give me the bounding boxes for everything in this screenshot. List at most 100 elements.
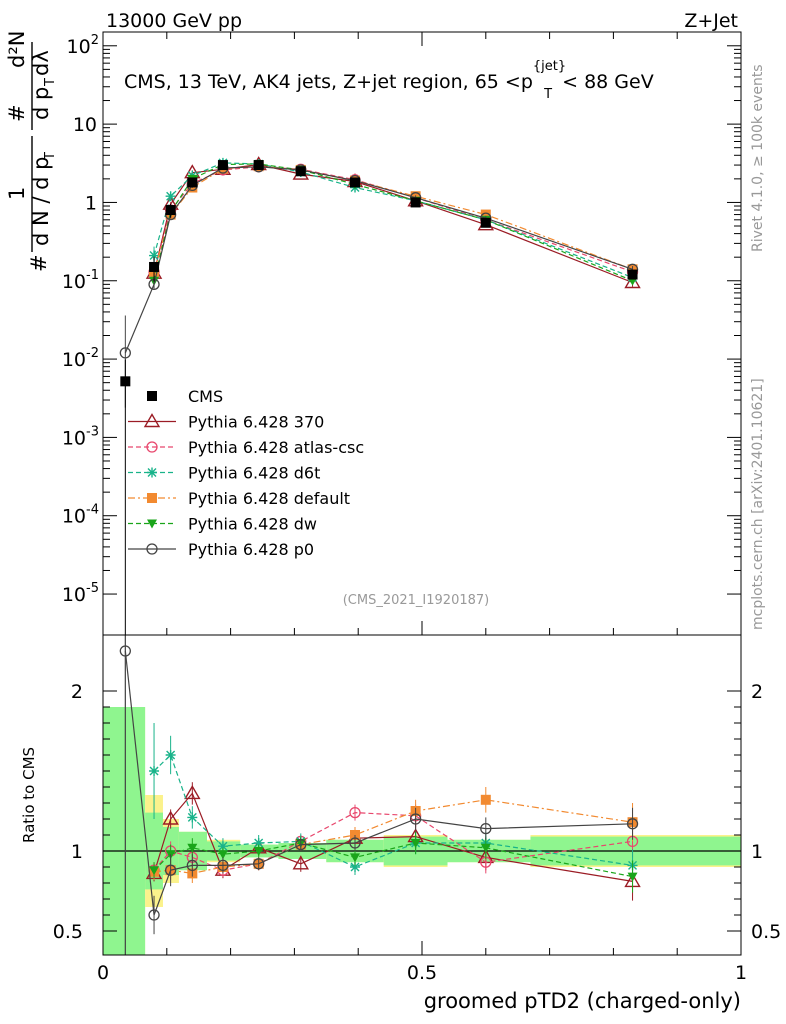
title-subscript: T <box>543 87 552 102</box>
main-series-line <box>153 166 633 273</box>
cms-data-point <box>149 261 160 272</box>
ratio-series-line <box>124 650 633 916</box>
ratio-series-line <box>153 753 633 868</box>
y-tick-base: 10 <box>62 349 86 371</box>
cms-data-point <box>350 177 361 188</box>
main-series-line <box>124 166 633 354</box>
y-tick-exponent: -2 <box>86 346 99 361</box>
y-label-one: 1 <box>5 187 29 200</box>
ratio-point <box>349 837 361 849</box>
legend-label: Pythia 6.428 p0 <box>188 540 314 559</box>
ratio-y-tick-label-right: 2 <box>751 681 763 703</box>
legend-marker <box>147 519 157 529</box>
y-tick-label: 10-1 <box>62 268 99 293</box>
main-point <box>119 347 131 359</box>
legend-label: Pythia 6.428 370 <box>188 413 324 432</box>
y-label-den1-sub: T <box>43 152 58 161</box>
ratio-y-tick-label: 0.5 <box>53 921 83 943</box>
y-tick-base: 10 <box>62 271 86 293</box>
ratio-series-layer <box>119 635 641 955</box>
y-tick-base: 1 <box>85 192 97 214</box>
main-series-line <box>153 165 633 273</box>
x-tick-label: 0.5 <box>407 962 437 984</box>
y-tick-label: 10 <box>73 114 97 136</box>
ratio-y-tick-label-right: 0.5 <box>751 921 781 943</box>
cms-data-point <box>627 269 638 280</box>
y-axis-label-main: # 1 d N / d p T # d p T dλ d²N <box>5 31 58 272</box>
ratio-point <box>149 866 160 876</box>
ratio-point <box>186 859 198 872</box>
ratio-series-line <box>153 792 633 882</box>
cms-data-series <box>120 160 638 635</box>
legend-entry: Pythia 6.428 370 <box>128 413 324 432</box>
ratio-point <box>217 859 229 872</box>
y-tick-base: 10 <box>62 506 86 528</box>
main-series <box>149 157 638 283</box>
y-tick-label: 10-3 <box>62 424 99 449</box>
ratio-point <box>149 766 160 776</box>
ratio-point <box>253 838 264 848</box>
ratio-point <box>184 785 201 800</box>
legend-entry: Pythia 6.428 p0 <box>128 540 314 559</box>
ratio-point <box>187 812 198 823</box>
legend: CMS Pythia 6.428 370 Pythia 6.428 atlas-cs… <box>128 387 364 559</box>
ratio-point <box>480 794 491 805</box>
x-tick-label: 0 <box>97 962 109 984</box>
main-series-line <box>153 163 633 284</box>
ratio-y-tick-label: 1 <box>71 841 83 863</box>
ratio-point <box>349 806 361 819</box>
ratio-plot-frame <box>102 634 742 956</box>
legend-marker <box>146 441 158 453</box>
y-tick-label: 1 <box>85 192 97 214</box>
y-axis-label-ratio: Ratio to CMS <box>20 747 38 843</box>
y-tick-base: 10 <box>73 114 97 136</box>
cms-data-point <box>120 376 131 387</box>
ratio-point <box>627 872 638 882</box>
ratio-point <box>480 822 492 835</box>
main-series-line <box>153 163 633 282</box>
ratio-series-line <box>153 842 633 878</box>
y-tick-exponent: -3 <box>86 424 99 439</box>
rivet-label: Rivet 4.1.0, ≥ 100k events <box>750 64 766 252</box>
chart-title: CMS, 13 TeV, AK4 jets, Z+jet region, 65 … <box>124 59 654 102</box>
title-tail: < 88 GeV <box>562 71 654 93</box>
legend-label: Pythia 6.428 dw <box>188 515 317 534</box>
y-label-hash2: # <box>5 104 29 122</box>
ratio-point <box>350 862 361 872</box>
ratio-point <box>350 853 361 863</box>
legend-entry: Pythia 6.428 dw <box>128 515 317 534</box>
cms-data-point <box>295 166 306 177</box>
ratio-point <box>148 909 160 921</box>
main-series <box>149 159 638 286</box>
ratio-point <box>187 843 198 853</box>
y-tick-label: 10-5 <box>62 581 99 606</box>
legend-label: Pythia 6.428 d6t <box>188 464 320 483</box>
mcplots-label: mcplots.cern.ch [arXiv:2401.10621] <box>750 378 766 630</box>
x-tick-label: 1 <box>735 962 747 984</box>
ratio-y-tick-label-right: 1 <box>751 841 763 863</box>
cms-data-point <box>187 177 198 188</box>
y-label-den2-sub: T <box>43 78 58 87</box>
legend-label: Pythia 6.428 default <box>188 489 350 508</box>
legend-entry: Pythia 6.428 atlas-csc <box>128 438 364 457</box>
ratio-stat-band <box>103 707 146 955</box>
y-tick-exponent: -5 <box>86 581 99 596</box>
legend-label: CMS <box>188 387 223 406</box>
cms-data-point <box>480 217 491 228</box>
y-label-prefix: # <box>27 254 51 272</box>
ratio-y-tick-label: 2 <box>71 681 83 703</box>
ratio-point <box>292 855 309 870</box>
y-tick-exponent: -4 <box>86 503 99 518</box>
cms-data-point <box>165 205 176 216</box>
cms-data-point <box>253 160 264 171</box>
title-main: CMS, 13 TeV, AK4 jets, Z+jet region, 65 … <box>124 71 533 93</box>
ratio-uncertainty-bands <box>103 707 741 955</box>
ratio-point <box>295 838 307 851</box>
y-label-den2: d p <box>29 87 53 120</box>
ratio-point <box>253 858 265 870</box>
legend-marker <box>143 413 161 428</box>
analysis-id: (CMS_2021_I1920187) <box>343 593 490 608</box>
main-point <box>480 209 491 220</box>
